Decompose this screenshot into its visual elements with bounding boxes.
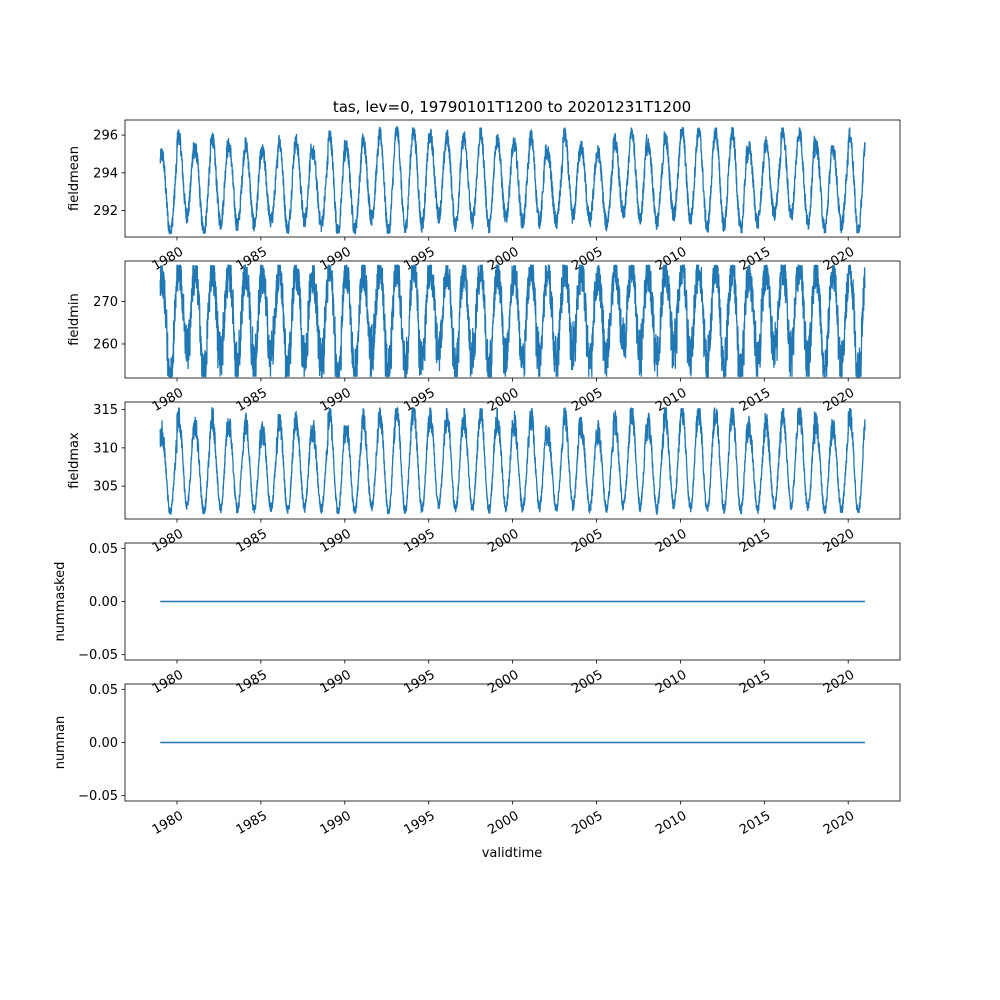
y-axis-label: fieldmean [67, 146, 82, 211]
y-tick-label: 0.00 [89, 736, 118, 751]
y-tick-label: 0.05 [89, 683, 118, 698]
y-axis-label: fieldmax [67, 432, 82, 489]
series-line-fieldmin [159, 264, 866, 378]
y-tick-label: 294 [93, 166, 118, 181]
y-tick-label: 315 [93, 403, 118, 418]
y-axis-label: nummasked [53, 562, 68, 642]
y-tick-label: 292 [93, 204, 118, 219]
y-tick-label: 305 [93, 480, 118, 495]
y-tick-label: 270 [93, 295, 118, 310]
y-tick-label: −0.05 [78, 789, 118, 804]
series-line-fieldmean [159, 125, 866, 236]
y-tick-label: 0.05 [89, 542, 118, 557]
series-line-fieldmax [159, 405, 866, 516]
y-tick-label: −0.05 [78, 648, 118, 663]
y-tick-label: 260 [93, 337, 118, 352]
x-axis-label: validtime [482, 846, 543, 861]
figure-title: tas, lev=0, 19790101T1200 to 20201231T12… [333, 98, 691, 116]
y-tick-label: 296 [93, 129, 118, 144]
y-tick-label: 0.00 [89, 595, 118, 610]
y-tick-label: 310 [93, 441, 118, 456]
y-axis-label: numnan [53, 716, 68, 770]
y-axis-label: fieldmin [67, 293, 82, 346]
